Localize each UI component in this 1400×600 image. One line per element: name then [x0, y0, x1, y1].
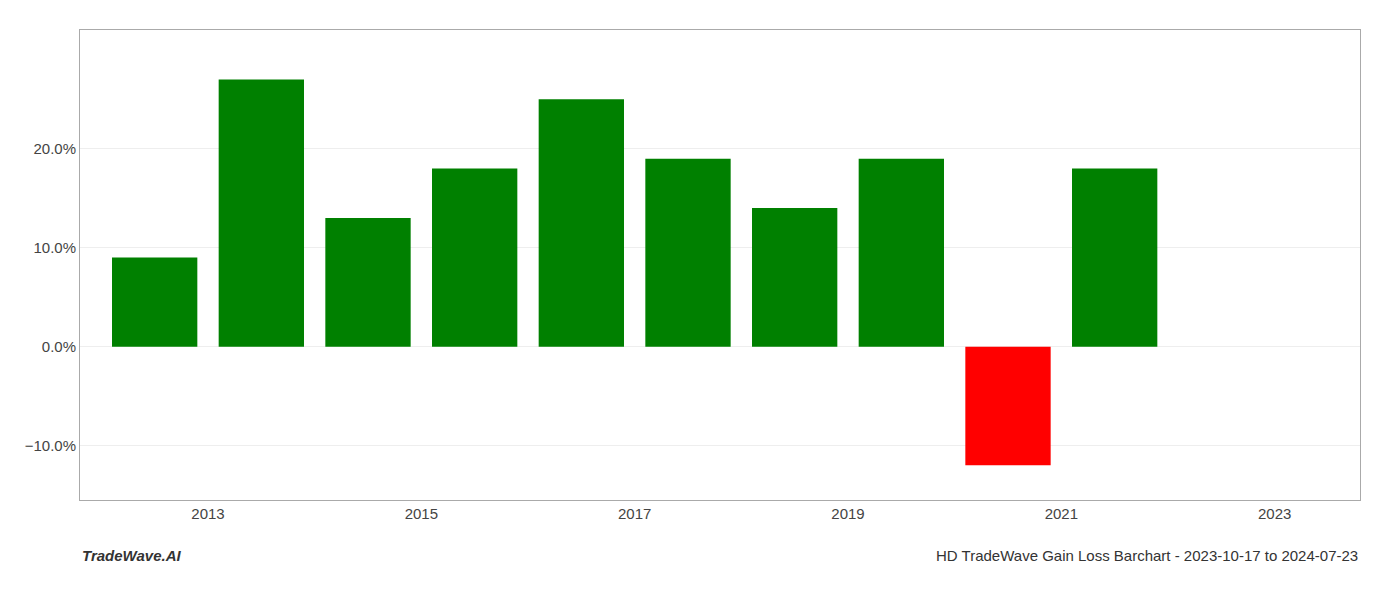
svg-text:2013: 2013 [191, 505, 224, 522]
svg-text:−10.0%: −10.0% [25, 437, 76, 454]
svg-text:10.0%: 10.0% [33, 239, 76, 256]
svg-text:TradeWave.AI: TradeWave.AI [82, 547, 181, 564]
svg-text:2017: 2017 [618, 505, 651, 522]
svg-text:20.0%: 20.0% [33, 140, 76, 157]
svg-text:2023: 2023 [1258, 505, 1291, 522]
svg-text:0.0%: 0.0% [42, 338, 76, 355]
svg-text:2019: 2019 [831, 505, 864, 522]
svg-text:HD TradeWave Gain Loss Barchar: HD TradeWave Gain Loss Barchart - 2023-1… [936, 547, 1358, 564]
svg-text:2021: 2021 [1045, 505, 1078, 522]
svg-text:2015: 2015 [405, 505, 438, 522]
